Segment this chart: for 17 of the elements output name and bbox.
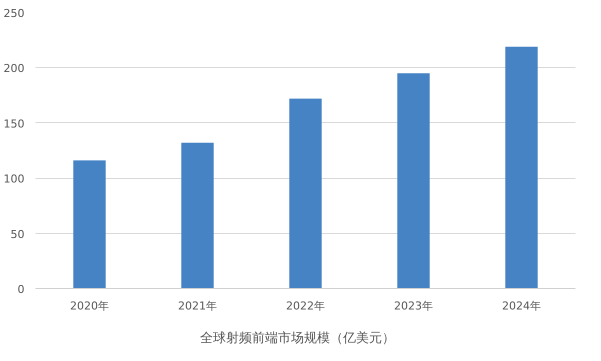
y-tick-label: 200 — [4, 62, 25, 76]
y-tick-label: 100 — [4, 172, 25, 186]
bar — [181, 142, 214, 288]
text: 全球射频前端市场规模（亿美元） — [200, 330, 395, 347]
bar — [397, 73, 430, 288]
y-tick-label: 50 — [10, 228, 25, 241]
x-tick-label: 2021年 — [178, 300, 218, 312]
bar — [289, 98, 322, 288]
x-tick-label: 2023年 — [394, 300, 434, 312]
x-tick-label: 2024年 — [502, 300, 542, 312]
x-tick-label: 2020年 — [70, 300, 110, 312]
bar — [505, 46, 538, 288]
x-tick-label: 2022年 — [286, 300, 326, 312]
bar — [73, 160, 106, 288]
y-tick-label: 0 — [18, 283, 24, 296]
y-tick-label: 250 — [4, 7, 25, 20]
y-tick-label: 150 — [4, 117, 25, 130]
